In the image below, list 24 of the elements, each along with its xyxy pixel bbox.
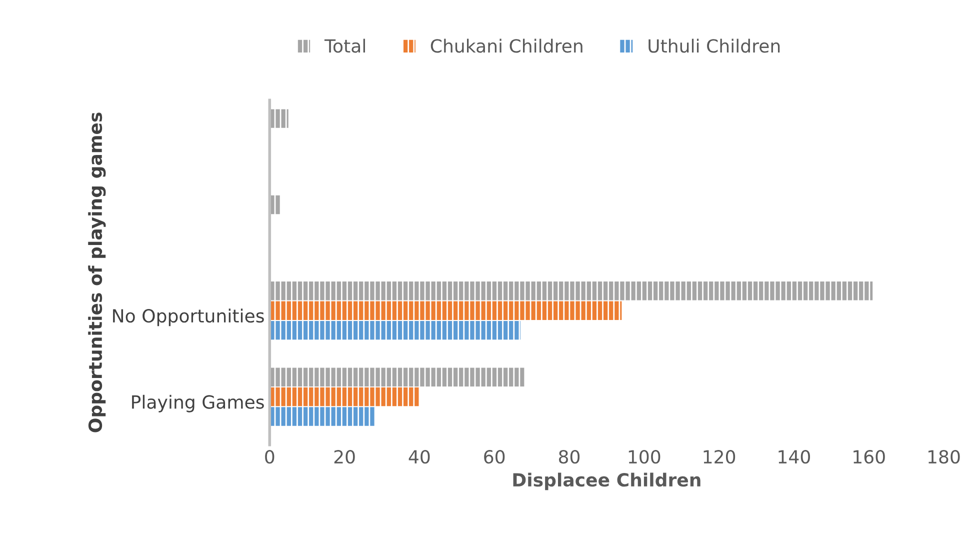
x-tick-label: 60 [484,450,505,464]
bar [270,368,524,386]
y-tick-label: Playing Games [132,394,264,412]
bar [270,407,374,426]
bar [270,387,420,406]
bar [270,109,288,128]
bar [270,320,521,340]
x-tick-label: 0 [265,450,274,464]
x-tick-label: 180 [928,450,960,464]
legend-label: Uthuli Children [648,38,780,53]
legend-label: Total [324,38,365,53]
bar [270,301,622,320]
x-tick-label: 40 [408,450,430,464]
x-tick-label: 20 [334,450,355,464]
x-tick-label: 100 [628,450,660,464]
y-axis-title: Opportunities of playing games [88,112,106,432]
legend-label: Chukani Children [430,38,582,53]
x-tick-label: 120 [704,450,736,464]
x-axis-title: Displacee Children [513,472,700,490]
x-tick-label: 160 [854,450,885,464]
y-tick-label: No Opportunities [113,308,264,326]
x-tick-label: 140 [778,450,810,464]
x-tick-label: 80 [558,450,580,464]
bar [270,282,873,300]
